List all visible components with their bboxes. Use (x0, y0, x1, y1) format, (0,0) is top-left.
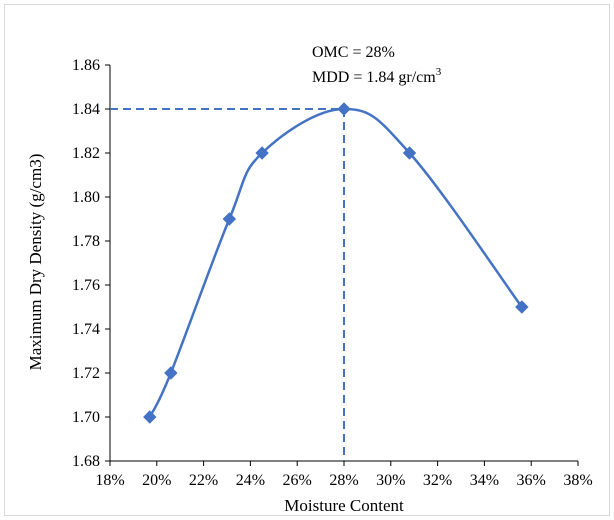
data-point-marker (337, 102, 351, 116)
x-tick-label: 34% (470, 472, 499, 489)
mdd-annotation-text: MDD = 1.84 gr/cm (312, 69, 436, 86)
data-markers (143, 102, 529, 424)
data-point-marker (164, 366, 178, 380)
data-curve-line (148, 107, 523, 418)
data-point-marker (515, 300, 529, 314)
x-tick-label: 26% (283, 472, 312, 489)
omc-annotation: OMC = 28% (312, 44, 395, 61)
data-point-marker (255, 146, 269, 160)
chart-frame (4, 4, 610, 516)
y-tick-label: 1.86 (72, 57, 100, 74)
axes (105, 64, 579, 466)
x-tick-label: 38% (563, 472, 592, 489)
mdd-annotation-superscript: 3 (436, 66, 442, 78)
y-tick-label: 1.72 (72, 365, 100, 382)
data-point-marker (222, 212, 237, 226)
x-tick-labels: 18% 20% 22% 24% 26% 28% 30% 32% 34% 36% 38% (95, 472, 592, 489)
x-tick-label: 24% (236, 472, 265, 489)
x-axis-label: Moisture Content (284, 496, 404, 515)
y-tick-label: 1.70 (72, 409, 100, 426)
x-tick-label: 32% (423, 472, 452, 489)
data-point-marker (402, 146, 417, 160)
y-tick-labels: 1.68 1.70 1.72 1.74 1.76 1.78 1.80 1.82 1.84 1.86 (72, 57, 100, 470)
y-tick-label: 1.80 (72, 189, 100, 206)
y-tick-label: 1.74 (72, 321, 100, 338)
reference-lines (110, 108, 345, 461)
y-tick-label: 1.84 (72, 101, 100, 118)
x-tick-label: 36% (517, 472, 546, 489)
y-tick-label: 1.82 (72, 145, 100, 162)
y-tick-label: 1.68 (72, 453, 100, 470)
y-tick-label: 1.78 (72, 233, 100, 250)
y-axis-label: Maximum Dry Density (g/cm3) (26, 154, 45, 371)
data-curve-group (148, 107, 523, 418)
mdd-annotation: MDD = 1.84 gr/cm3 (312, 66, 442, 86)
data-point-marker (143, 410, 157, 424)
x-tick-label: 30% (376, 472, 405, 489)
y-tick-label: 1.76 (72, 277, 100, 294)
x-tick-label: 18% (95, 472, 124, 489)
x-tick-label: 20% (142, 472, 171, 489)
x-tick-label: 22% (189, 472, 218, 489)
x-tick-label: 28% (329, 472, 358, 489)
